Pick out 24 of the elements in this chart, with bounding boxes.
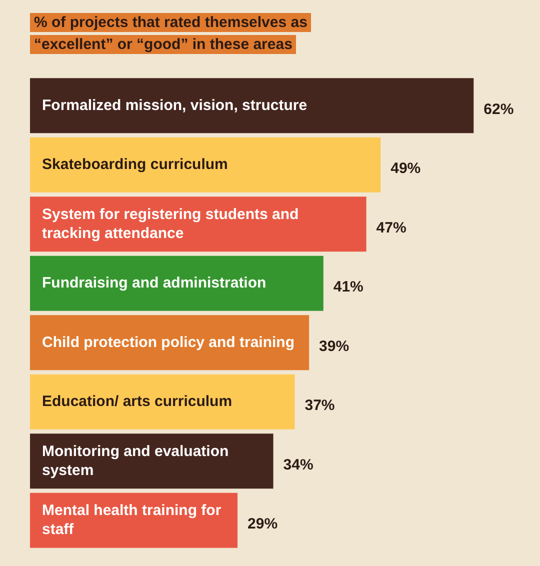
bar (30, 256, 324, 311)
data-label: 62% (484, 100, 514, 118)
y-tick-label: Monitoring and evaluation system (42, 442, 229, 479)
data-label: 49% (390, 160, 421, 178)
data-label: 41% (333, 278, 364, 296)
data-label: 47% (376, 219, 406, 236)
y-tick-label: Child protection policy and training (42, 334, 295, 351)
bar (30, 78, 474, 134)
bar (30, 434, 274, 489)
y-tick-label: Formalized mission, vision, structure (42, 96, 308, 114)
bar (30, 492, 238, 548)
y-tick-label: Fundraising and administration (42, 274, 266, 292)
bar (30, 137, 381, 192)
data-label: 37% (304, 397, 335, 414)
chart-title: % of projects that rated themselves as “excellent” or “good” in these areas (30, 13, 312, 54)
y-tick-label: Mental health training for staff (42, 502, 222, 538)
y-tick-label: System for registering students and tracking attendance (42, 206, 299, 242)
data-label: 34% (283, 456, 314, 474)
y-tick-label: Skateboarding curriculum (42, 156, 228, 174)
bar (30, 374, 295, 430)
data-label: 29% (248, 516, 278, 533)
bar (30, 315, 310, 370)
y-tick-label: Education/ arts curriculum (42, 393, 232, 410)
data-label: 39% (319, 338, 350, 355)
